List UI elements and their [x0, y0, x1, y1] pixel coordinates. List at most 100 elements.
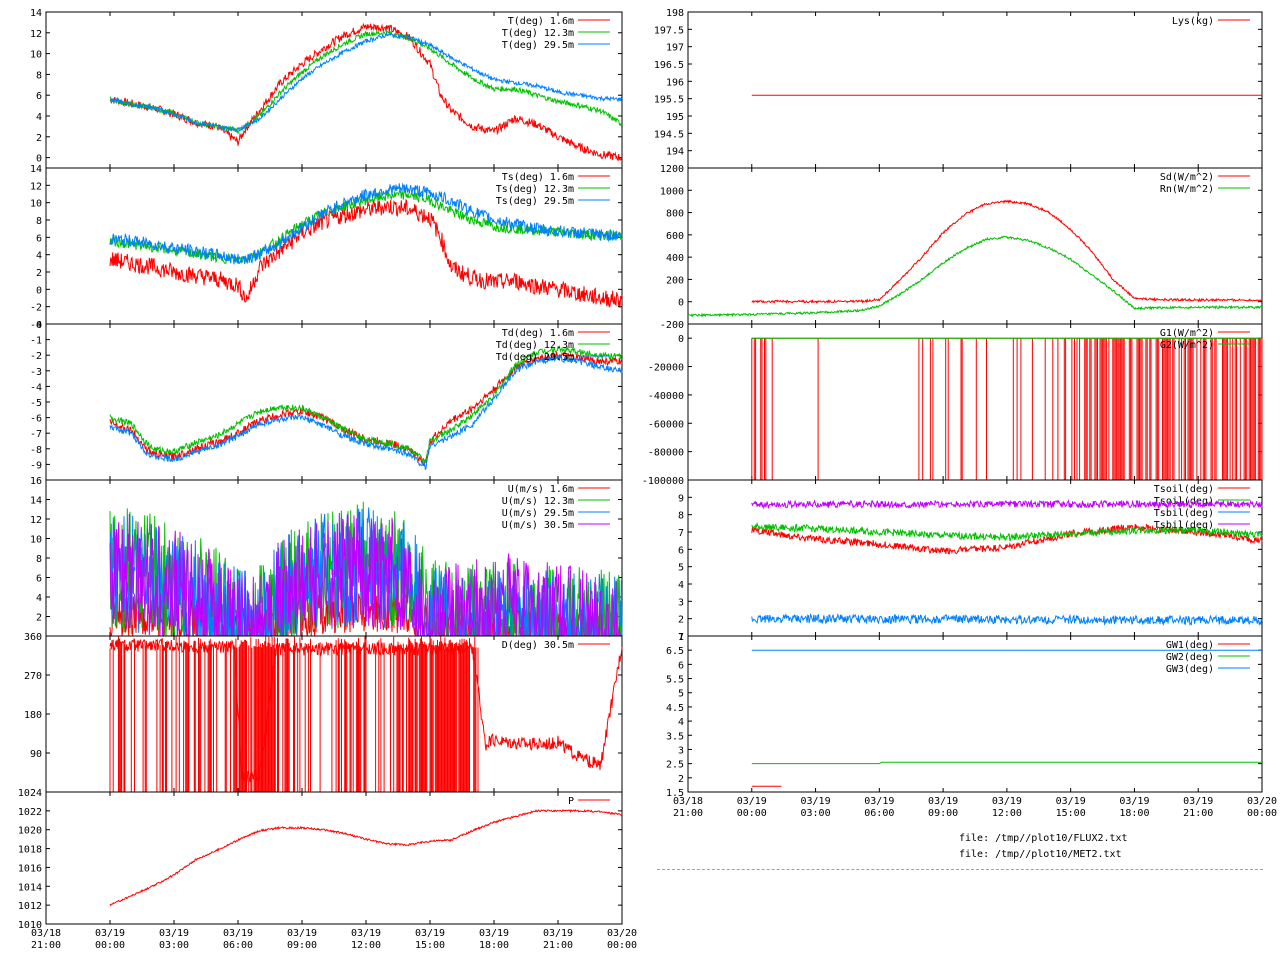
y-tick-label: 0 [678, 334, 684, 345]
legend-label: Lys(kg) [1172, 16, 1214, 27]
x-tick-label-time: 15:00 [415, 940, 445, 951]
x-tick-label-date: 03/19 [223, 928, 253, 939]
x-tick-label-date: 03/19 [479, 928, 509, 939]
y-tick-label: -8 [30, 445, 42, 456]
legend-label: GW2(deg) [1166, 652, 1214, 663]
y-tick-label: -2 [30, 303, 42, 314]
y-tick-label: -3 [30, 367, 42, 378]
y-tick-label: -9 [30, 460, 42, 471]
x-tick-label-time: 21:00 [673, 808, 703, 819]
series-line [109, 344, 623, 463]
y-tick-label: 3 [678, 597, 684, 608]
y-tick-label: 800 [666, 209, 684, 220]
x-tick-label-date: 03/20 [1247, 796, 1277, 807]
legend-label: U(m/s) 12.3m [502, 496, 574, 507]
panel-frame-pressure [45, 791, 623, 925]
series-line [109, 182, 623, 265]
series-line [109, 808, 623, 907]
y-tick-label: 1.5 [666, 788, 684, 799]
y-tick-label: -4 [30, 382, 42, 393]
x-tick-label-time: 21:00 [543, 940, 573, 951]
legend-label: Td(deg) 1.6m [502, 328, 574, 339]
panel-frame-groundwater [687, 635, 1263, 793]
x-tick-label-date: 03/20 [607, 928, 637, 939]
y-tick-label: 1018 [18, 845, 42, 856]
legend-label: Rn(W/m^2) [1160, 184, 1214, 195]
x-tick-label-time: 09:00 [928, 808, 958, 819]
legend-label: Td(deg) 12.3m [496, 340, 574, 351]
y-tick-label: 1016 [18, 863, 42, 874]
y-tick-label: -200 [660, 320, 684, 331]
series-line [109, 198, 623, 308]
y-tick-label: 197 [666, 43, 684, 54]
x-tick-label-time: 00:00 [95, 940, 125, 951]
y-tick-label: 10 [30, 50, 42, 61]
legend-label: D(deg) 30.5m [502, 640, 574, 651]
series-line [751, 199, 1263, 304]
x-tick-label-date: 03/19 [351, 928, 381, 939]
y-tick-label: 3 [678, 745, 684, 756]
legend-label: U(m/s) 1.6m [508, 484, 574, 495]
y-tick-label: -40000 [648, 391, 684, 402]
y-tick-label: 1014 [18, 882, 42, 893]
y-tick-label: 270 [24, 671, 42, 682]
y-tick-label: -1 [30, 336, 42, 347]
legend-label: U(m/s) 30.5m [502, 520, 574, 531]
y-tick-label: 5 [678, 563, 684, 574]
legend-label: Ts(deg) 1.6m [502, 172, 574, 183]
legend-label: Tsbil(deg) [1154, 508, 1214, 519]
y-tick-label: -7 [30, 429, 42, 440]
source-file-met: file: /tmp//plot10/MET2.txt [959, 849, 1122, 860]
legend-label: Sd(W/m^2) [1160, 172, 1214, 183]
series-line [751, 761, 1262, 765]
y-tick-label: 197.5 [654, 25, 684, 36]
footer-separator [657, 869, 1263, 870]
x-tick-label-time: 00:00 [1247, 808, 1277, 819]
legend-label: Ts(deg) 12.3m [496, 184, 574, 195]
legend-label: Tsoil(deg) [1154, 484, 1214, 495]
y-tick-label: 4 [36, 251, 42, 262]
x-tick-label-date: 03/19 [159, 928, 189, 939]
y-tick-label: -100000 [642, 476, 684, 487]
legend-label: GW1(deg) [1166, 640, 1214, 651]
y-tick-label: -4 [30, 320, 42, 331]
y-tick-label: 4 [678, 580, 684, 591]
series-line [109, 31, 623, 133]
y-tick-label: 2.5 [666, 760, 684, 771]
y-tick-label: -20000 [648, 363, 684, 374]
y-tick-label: 6 [36, 233, 42, 244]
y-tick-label: 196.5 [654, 60, 684, 71]
y-tick-label: 6 [36, 91, 42, 102]
y-tick-label: 6 [678, 545, 684, 556]
y-tick-label: -2 [30, 351, 42, 362]
x-tick-label-time: 09:00 [287, 940, 317, 951]
y-tick-label: 4 [36, 593, 42, 604]
y-tick-label: 6.5 [666, 646, 684, 657]
series-spikes [751, 338, 1263, 480]
y-tick-label: 7 [678, 528, 684, 539]
x-tick-label-date: 03/18 [31, 928, 61, 939]
x-tick-label-date: 03/18 [673, 796, 703, 807]
y-tick-label: 1000 [660, 186, 684, 197]
y-tick-label: 600 [666, 231, 684, 242]
y-tick-label: 14 [30, 496, 42, 507]
y-tick-label: 2 [678, 774, 684, 785]
y-tick-label: 196 [666, 77, 684, 88]
y-tick-label: 2 [36, 613, 42, 624]
y-tick-label: 360 [24, 632, 42, 643]
y-tick-label: 1012 [18, 901, 42, 912]
legend-label: GW3(deg) [1166, 664, 1214, 675]
y-tick-label: 194 [666, 147, 684, 158]
y-tick-label: 0 [36, 285, 42, 296]
source-file-flux: file: /tmp//plot10/FLUX2.txt [959, 833, 1128, 844]
legend-label: Ts(deg) 29.5m [496, 196, 574, 207]
series-line [109, 189, 623, 264]
x-tick-label-time: 12:00 [351, 940, 381, 951]
legend-label: P [568, 796, 574, 807]
x-tick-label-time: 21:00 [31, 940, 61, 951]
y-tick-label: 16 [30, 476, 42, 487]
y-tick-label: 10 [30, 199, 42, 210]
y-tick-label: 7 [678, 632, 684, 643]
x-tick-label-date: 03/19 [992, 796, 1022, 807]
